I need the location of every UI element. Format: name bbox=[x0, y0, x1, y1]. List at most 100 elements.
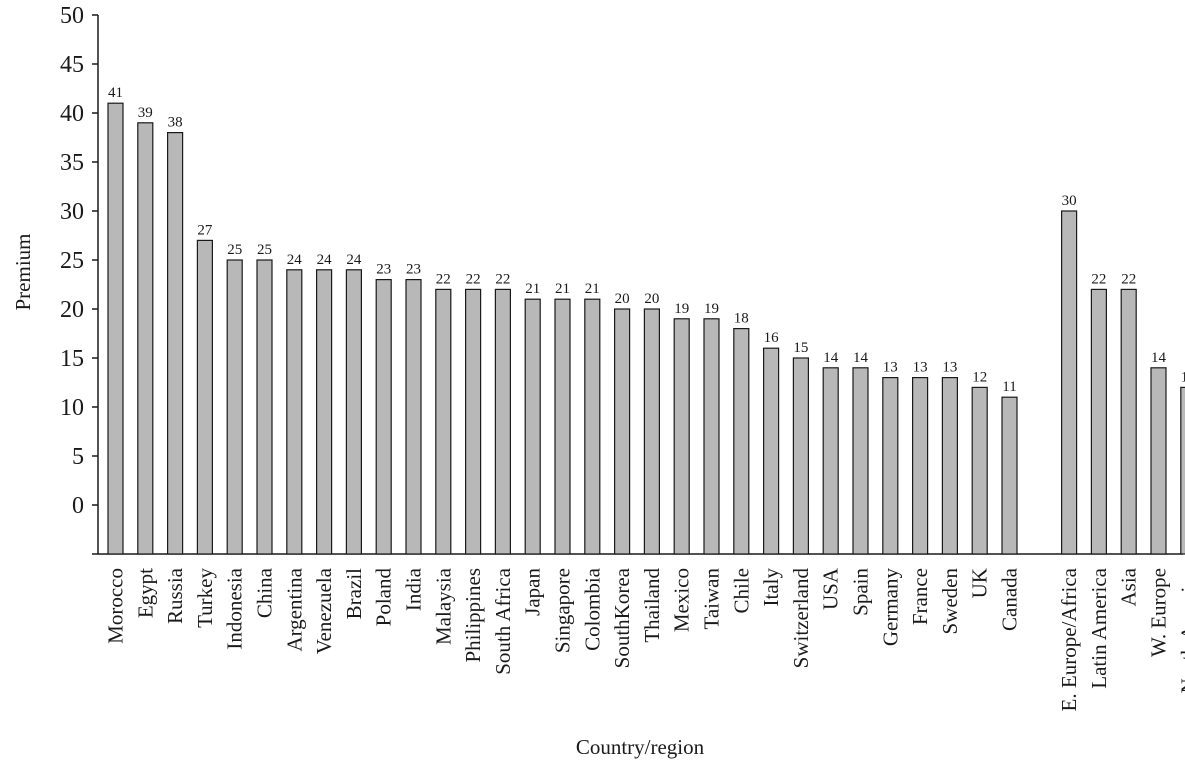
bar bbox=[196, 239, 213, 555]
category-label: Latin America bbox=[1087, 567, 1111, 688]
data-label: 22 bbox=[495, 271, 510, 287]
data-label: 22 bbox=[1121, 271, 1136, 287]
category-label: Asia bbox=[1117, 567, 1141, 606]
category-label: Egypt bbox=[133, 568, 157, 618]
y-tick-label: 35 bbox=[60, 150, 84, 176]
bar bbox=[911, 377, 929, 555]
category-label: Russia bbox=[163, 567, 187, 624]
data-label: 23 bbox=[406, 262, 421, 278]
category-label: North America bbox=[1176, 567, 1185, 693]
bar bbox=[405, 279, 422, 555]
data-label: 12 bbox=[1181, 369, 1185, 385]
category-label: Italy bbox=[759, 568, 783, 607]
bar bbox=[167, 132, 184, 555]
bar bbox=[286, 269, 303, 555]
category-label: Singapore bbox=[551, 568, 575, 653]
category-label: Poland bbox=[372, 568, 396, 627]
category-label: South Africa bbox=[491, 567, 515, 674]
bar bbox=[584, 298, 601, 555]
data-label: 19 bbox=[674, 301, 689, 317]
category-label: Canada bbox=[998, 567, 1022, 631]
category-label: USA bbox=[819, 567, 843, 610]
category-label: Colombia bbox=[580, 567, 604, 651]
category-label: India bbox=[402, 567, 426, 611]
bar bbox=[1001, 396, 1018, 555]
category-label: Argentina bbox=[282, 567, 306, 651]
bar bbox=[673, 318, 690, 555]
data-label: 39 bbox=[138, 105, 153, 121]
bar bbox=[822, 367, 839, 555]
category-label: Turkey bbox=[193, 568, 217, 628]
bar bbox=[494, 288, 511, 555]
bar bbox=[643, 308, 661, 555]
bar bbox=[1060, 210, 1078, 555]
category-label: E. Europe/Africa bbox=[1057, 567, 1081, 711]
bar bbox=[703, 318, 720, 555]
bar bbox=[316, 269, 333, 555]
category-label: Switzerland bbox=[789, 568, 813, 669]
bar bbox=[1180, 386, 1185, 555]
category-label: Germany bbox=[878, 568, 902, 647]
data-label: 13 bbox=[883, 360, 898, 376]
category-label: Malaysia bbox=[431, 567, 455, 645]
category-label: Chile bbox=[729, 568, 753, 614]
bar bbox=[375, 279, 392, 555]
y-tick-label: 40 bbox=[60, 101, 84, 127]
data-label: 12 bbox=[972, 369, 987, 385]
data-label: 14 bbox=[853, 350, 869, 366]
bar bbox=[554, 298, 571, 555]
bar bbox=[941, 377, 959, 555]
bar bbox=[524, 298, 541, 555]
data-label: 15 bbox=[793, 340, 808, 356]
data-label: 20 bbox=[644, 291, 659, 307]
data-label: 14 bbox=[823, 350, 839, 366]
data-label: 23 bbox=[376, 262, 391, 278]
bar bbox=[345, 269, 362, 555]
data-label: 25 bbox=[257, 242, 272, 258]
category-label: Japan bbox=[521, 568, 545, 616]
category-label: Sweden bbox=[938, 568, 962, 635]
data-label: 18 bbox=[734, 311, 749, 327]
bar bbox=[792, 357, 810, 555]
data-label: 21 bbox=[555, 281, 570, 297]
data-label: 22 bbox=[466, 271, 481, 287]
data-label: 11 bbox=[1002, 379, 1016, 395]
y-tick-label: 0 bbox=[72, 493, 84, 519]
bar bbox=[107, 102, 124, 555]
bar bbox=[1150, 367, 1167, 555]
data-label: 24 bbox=[317, 252, 333, 268]
y-tick-label: 5 bbox=[72, 444, 84, 470]
bar bbox=[882, 377, 899, 555]
data-label: 21 bbox=[585, 281, 600, 297]
category-label: W. Europe bbox=[1147, 568, 1171, 657]
data-label: 24 bbox=[287, 252, 303, 268]
bar bbox=[137, 122, 154, 555]
y-tick-label: 25 bbox=[60, 248, 84, 274]
bar bbox=[465, 288, 482, 555]
y-axis-title: Premium bbox=[11, 234, 35, 311]
data-label: 24 bbox=[346, 252, 362, 268]
category-label: UK bbox=[968, 568, 992, 598]
category-label: Brazil bbox=[342, 568, 366, 619]
data-label: 27 bbox=[197, 222, 213, 238]
data-label: 41 bbox=[108, 85, 123, 101]
category-label: Spain bbox=[849, 568, 873, 616]
x-axis-title: Country/region bbox=[576, 735, 705, 759]
category-label: China bbox=[253, 567, 277, 618]
bar bbox=[226, 259, 243, 555]
bar bbox=[971, 386, 988, 555]
data-label: 25 bbox=[227, 242, 242, 258]
bar bbox=[1090, 288, 1108, 555]
bar bbox=[852, 367, 869, 555]
category-label: Morocco bbox=[104, 568, 128, 644]
y-tick-label: 10 bbox=[60, 395, 84, 421]
y-tick-label: 30 bbox=[60, 199, 84, 225]
bar bbox=[435, 288, 452, 555]
data-label: 38 bbox=[168, 115, 183, 131]
bar bbox=[733, 328, 750, 555]
category-label: Thailand bbox=[640, 568, 664, 643]
bar bbox=[762, 347, 780, 555]
bar bbox=[1120, 288, 1137, 555]
